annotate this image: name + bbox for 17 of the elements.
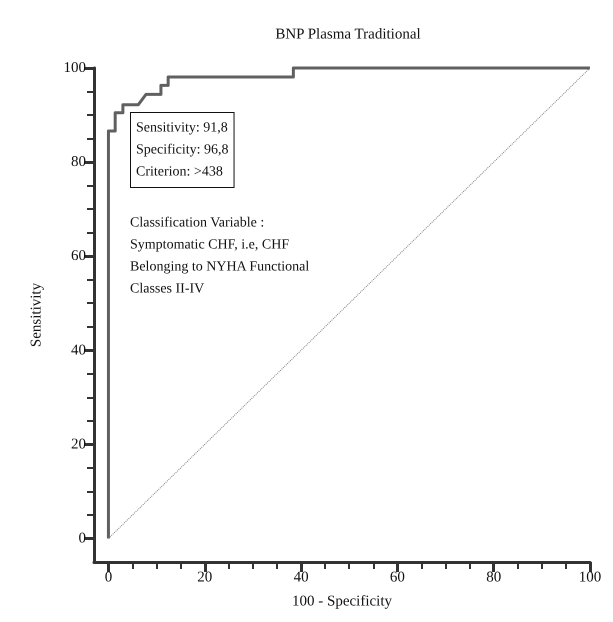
x-tick-label: 0	[104, 570, 112, 586]
annotation: Sensitivity: 91,8 Specificity: 96,8 Criterion: >438	[136, 120, 229, 180]
y-tick-label: 60	[71, 248, 86, 264]
y-tick-label: 80	[71, 154, 86, 170]
y-axis-title: Sensitivity	[28, 282, 44, 348]
x-tick-label: 60	[390, 570, 405, 586]
y-tick-label: 40	[71, 342, 86, 358]
y-tick-label: 20	[71, 436, 86, 452]
x-tick-label: 100	[578, 570, 602, 586]
y-tick-label: 100	[64, 60, 86, 76]
x-tick-label: 40	[294, 570, 309, 586]
x-tick-label: 80	[486, 570, 502, 586]
x-axis-title: 100 - Specificity	[292, 594, 392, 610]
annotation: Classification Variable : Symptomatic CHF, i.e, CHF Belonging to NYHA Functional Classes II-IV	[130, 216, 310, 296]
y-tick-label: 0	[78, 530, 86, 546]
x-tick-label: 20	[197, 570, 212, 586]
chart-title: BNP Plasma Traditional	[275, 26, 421, 42]
